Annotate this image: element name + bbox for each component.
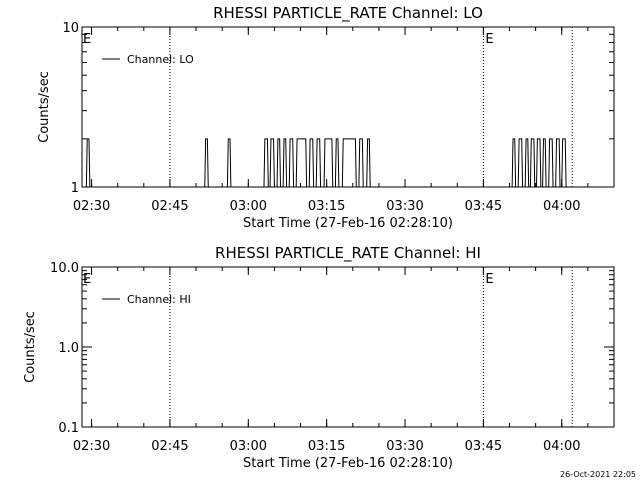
y-tick-label: 1.0 bbox=[58, 341, 79, 356]
x-tick-label: 03:00 bbox=[230, 439, 267, 454]
vertical-marker-label: E bbox=[485, 272, 493, 287]
x-tick-label: 02:45 bbox=[151, 439, 188, 454]
y-axis-label: Counts/sec bbox=[37, 71, 52, 143]
x-tick-label: 03:45 bbox=[465, 199, 502, 214]
y-axis-label: Counts/sec bbox=[23, 311, 38, 383]
legend-entry: Channel: LO bbox=[127, 53, 194, 66]
x-axis-label: Start Time (27-Feb-16 02:28:10) bbox=[243, 216, 453, 231]
chart-title: RHESSI PARTICLE_RATE Channel: HI bbox=[215, 244, 481, 263]
plot-frame bbox=[81, 26, 615, 188]
x-tick-label: 03:15 bbox=[308, 439, 345, 454]
y-tick-label: 0.1 bbox=[58, 421, 79, 436]
legend-entry: Channel: HI bbox=[127, 293, 191, 306]
x-tick-label: 02:30 bbox=[73, 199, 110, 214]
x-tick-label: 03:15 bbox=[308, 199, 345, 214]
series-line-channel-lo bbox=[82, 138, 614, 188]
x-tick-label: 02:45 bbox=[151, 199, 188, 214]
y-tick-label: 10.0 bbox=[50, 261, 79, 276]
x-tick-label: 02:30 bbox=[73, 439, 110, 454]
x-tick-label: 03:30 bbox=[386, 439, 423, 454]
plot-frame bbox=[81, 266, 615, 428]
x-tick-label: 03:30 bbox=[386, 199, 423, 214]
plot-start-marker: E bbox=[83, 32, 91, 47]
plot-start-marker: E bbox=[83, 272, 91, 287]
x-tick-label: 04:00 bbox=[543, 199, 580, 214]
chart-panel-lo: RHESSI PARTICLE_RATE Channel: LO 02:30 02:… bbox=[37, 4, 615, 231]
x-tick-label: 03:00 bbox=[230, 199, 267, 214]
x-tick-label: 04:00 bbox=[543, 439, 580, 454]
x-tick-label: 03:45 bbox=[465, 439, 502, 454]
footer-timestamp: 26-Oct-2021 22:05 bbox=[560, 470, 636, 479]
chart-panel-hi: RHESSI PARTICLE_RATE Channel: HI 02:30 02:… bbox=[23, 244, 615, 471]
x-axis-label: Start Time (27-Feb-16 02:28:10) bbox=[243, 456, 453, 471]
y-tick-label: 10 bbox=[62, 21, 79, 36]
y-tick-label: 1 bbox=[71, 181, 79, 196]
vertical-marker-label: E bbox=[485, 32, 493, 47]
chart-title: RHESSI PARTICLE_RATE Channel: LO bbox=[213, 4, 483, 23]
